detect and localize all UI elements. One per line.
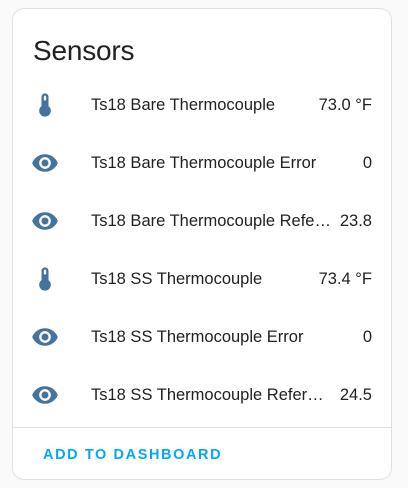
thermometer-icon (31, 265, 59, 293)
sensor-value: 0 (362, 154, 372, 172)
sensor-row[interactable]: Ts18 Bare Thermocouple 73.0 °F (13, 76, 391, 134)
sensor-row[interactable]: Ts18 SS Thermocouple Error 0 (13, 308, 391, 366)
eye-icon (31, 149, 59, 177)
sensor-value: 73.4 °F (318, 270, 372, 288)
eye-icon (31, 323, 59, 351)
sensor-name: Ts18 Bare Thermocouple Reference (91, 212, 331, 230)
sensor-name: Ts18 SS Thermocouple Reference (91, 386, 331, 404)
sensor-name: Ts18 SS Thermocouple (91, 270, 263, 288)
sensor-row[interactable]: Ts18 SS Thermocouple 73.4 °F (13, 250, 391, 308)
sensor-name: Ts18 Bare Thermocouple Error (91, 154, 317, 172)
sensor-value: 24.5 (339, 386, 372, 404)
sensor-row[interactable]: Ts18 Bare Thermocouple Error 0 (13, 134, 391, 192)
sensor-name: Ts18 Bare Thermocouple (91, 96, 276, 114)
card-actions-divider (13, 427, 391, 428)
card-title: Sensors (33, 35, 135, 66)
sensor-name: Ts18 SS Thermocouple Error (91, 328, 304, 346)
sensors-card: Sensors Ts18 Bare Thermocouple 73.0 °F T… (12, 8, 392, 480)
sensor-value: 0 (362, 328, 372, 346)
sensor-row[interactable]: Ts18 Bare Thermocouple Reference 23.8 (13, 192, 391, 250)
eye-icon (31, 207, 59, 235)
sensor-value: 73.0 °F (318, 96, 372, 114)
sensor-value: 23.8 (339, 212, 372, 230)
eye-icon (31, 381, 59, 409)
add-to-dashboard-button[interactable]: ADD TO DASHBOARD (43, 447, 223, 463)
thermometer-icon (31, 91, 59, 119)
sensor-row[interactable]: Ts18 SS Thermocouple Reference 24.5 (13, 366, 391, 424)
